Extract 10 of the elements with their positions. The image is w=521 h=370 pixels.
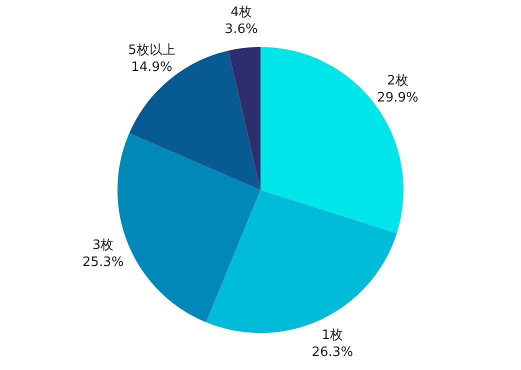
data-label: 29.9% <box>377 90 418 106</box>
slice-label: 3枚 <box>92 238 114 253</box>
slice-label: 5枚以上 <box>128 43 176 58</box>
slice-label: 4枚 <box>230 4 252 20</box>
data-label: 25.3% <box>82 254 124 270</box>
data-label: 14.9% <box>131 60 172 76</box>
slice-label: 1枚 <box>322 328 344 343</box>
data-label: 3.6% <box>224 22 258 37</box>
data-label: 26.3% <box>312 344 354 360</box>
slice-label: 2枚 <box>387 74 408 89</box>
